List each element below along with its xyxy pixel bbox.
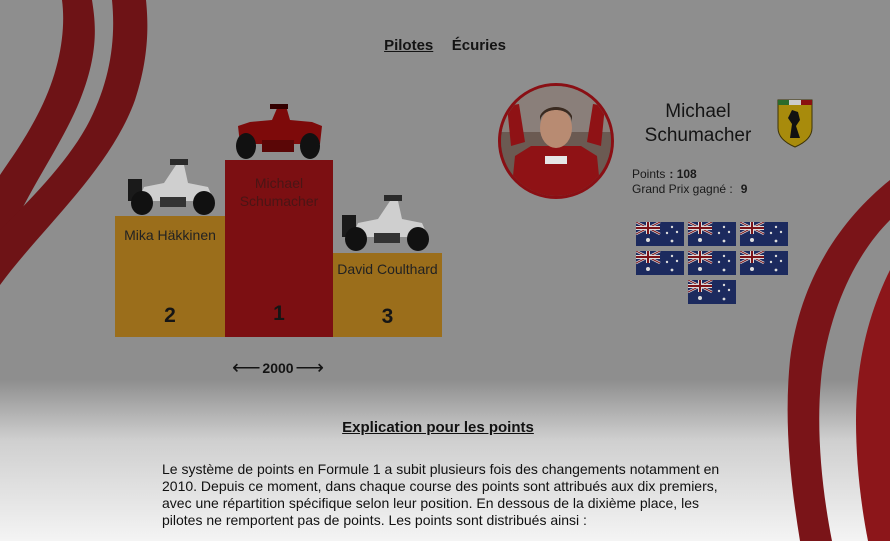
decorative-curve-left [0,0,148,285]
australia-flag-icon[interactable] [740,251,788,275]
driver-photo [498,83,614,199]
second-place-rank: 2 [164,304,176,327]
third-place-car-image [342,195,429,251]
nav-pilotes-link[interactable]: Pilotes [384,37,434,54]
points-label: Points [632,167,666,181]
second-place-driver-name: Mika Häkkinen [124,227,216,243]
first-place-car-image [236,104,322,159]
grand-prix-value: 9 [740,182,748,196]
podium-first-place[interactable]: Michael Schumacher 1 [225,160,333,337]
australia-flag-icon[interactable] [740,222,788,246]
season-year: 2000 [262,360,294,376]
nav-ecuries-link[interactable]: Écuries [451,37,506,54]
australia-flag-icon[interactable] [636,251,684,275]
third-place-rank: 3 [381,305,394,328]
driver-stats: Points: 108 Grand Prix gagné : 9 [632,167,747,197]
first-place-rank: 1 [273,302,285,325]
australia-flag-icon[interactable] [636,222,684,246]
points-value: : 108 [669,167,697,181]
australia-flag-icon[interactable] [688,251,736,275]
arrow-right-icon[interactable]: ⟶ [295,357,324,379]
australia-flag-icon[interactable] [688,280,736,304]
podium-second-place[interactable]: Mika Häkkinen 2 [115,216,225,337]
second-place-car-image [128,159,215,215]
won-grand-prix-flags [636,222,788,304]
grand-prix-label: Grand Prix gagné : [632,182,733,196]
decorative-curve-right [787,180,890,541]
first-place-driver-name: Michael Schumacher [239,175,319,209]
third-place-driver-name: David Coulthard [337,261,438,277]
arrow-left-icon[interactable]: ⟵ [232,357,261,379]
points-explanation-title: Explication pour les points [342,419,534,436]
ferrari-logo [777,99,813,148]
australia-flag-icon[interactable] [688,222,736,246]
podium-third-place[interactable]: David Coulthard 3 [333,253,442,337]
driver-name-heading: Michael Schumacher [644,101,752,146]
year-selector: ⟵ 2000 ⟶ [232,357,324,379]
main-nav: Pilotes Écuries [0,37,890,55]
points-explanation-text: Le système de points en Formule 1 a subi… [162,461,720,528]
